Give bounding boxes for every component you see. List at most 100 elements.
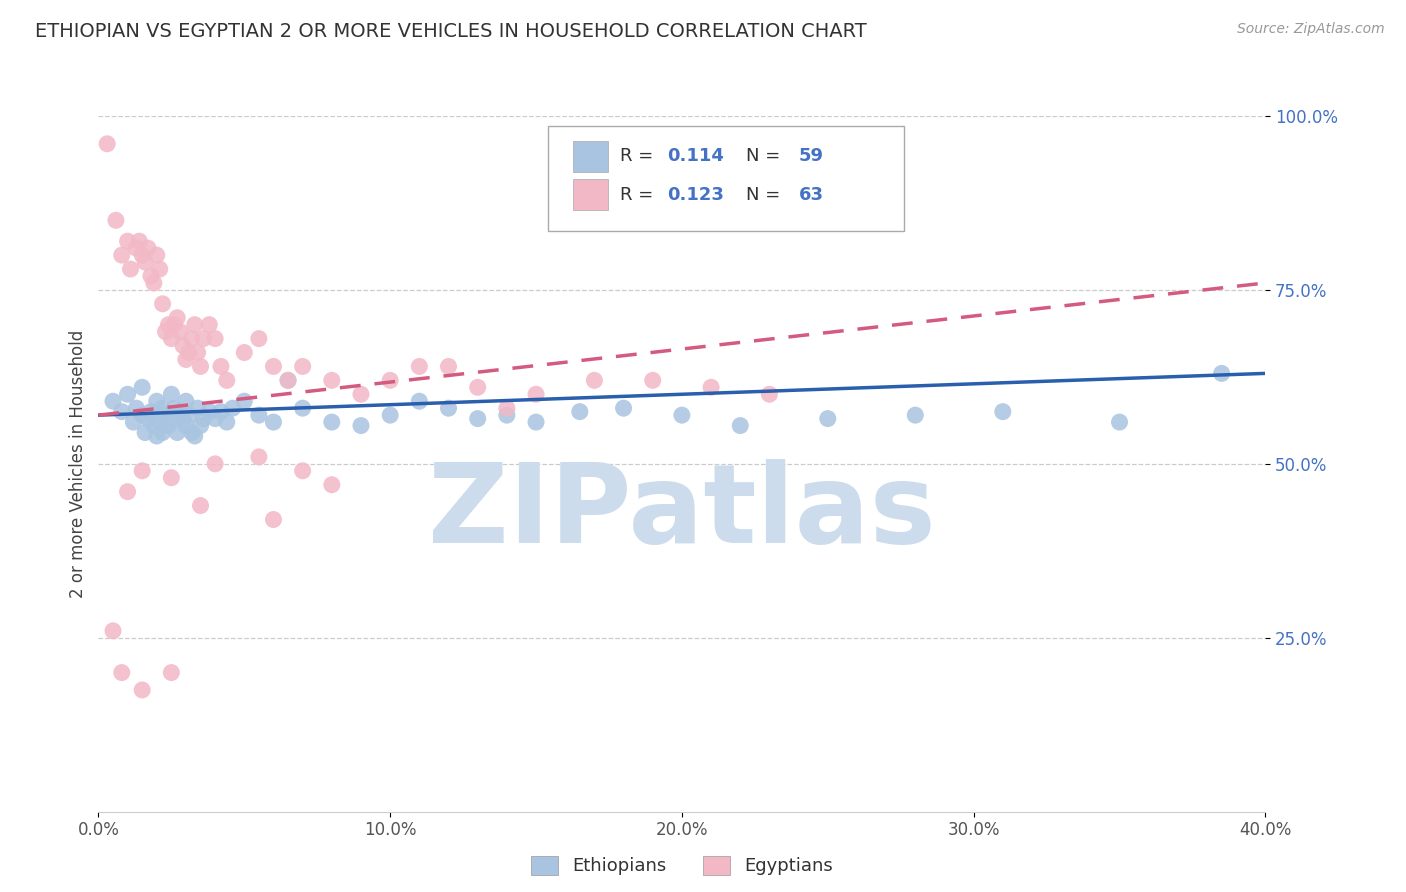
Point [671, 408, 693, 422]
Point [467, 411, 489, 425]
Point [758, 387, 780, 401]
Point [166, 310, 188, 325]
Point [321, 415, 343, 429]
Point [160, 665, 183, 680]
Point [131, 248, 153, 262]
Point [136, 411, 159, 425]
Point [277, 373, 299, 387]
Point [169, 405, 191, 419]
Point [904, 408, 927, 422]
Point [991, 405, 1014, 419]
Point [215, 373, 238, 387]
Point [142, 418, 165, 433]
Point [193, 411, 215, 425]
Point [155, 408, 177, 422]
Point [187, 401, 209, 416]
Point [160, 471, 183, 485]
Point [180, 332, 202, 346]
Point [247, 408, 270, 422]
Point [495, 408, 517, 422]
Point [163, 318, 186, 332]
Point [157, 318, 180, 332]
Point [96, 136, 118, 151]
Point [198, 318, 221, 332]
Point [134, 425, 156, 440]
Point [139, 405, 162, 419]
Point [172, 411, 194, 425]
Point [262, 415, 284, 429]
Point [190, 359, 212, 374]
Text: N =: N = [747, 186, 786, 203]
Point [321, 373, 343, 387]
Bar [574, 179, 609, 210]
Point [204, 332, 226, 346]
Point [524, 387, 547, 401]
Point [101, 624, 124, 638]
Point [125, 241, 148, 255]
Point [437, 401, 460, 416]
Point [291, 401, 314, 416]
Point [152, 401, 174, 416]
Point [128, 234, 150, 248]
Point [495, 401, 517, 416]
Point [160, 411, 183, 425]
Text: R =: R = [620, 186, 659, 203]
Point [291, 464, 314, 478]
Bar [574, 141, 609, 171]
Text: 0.114: 0.114 [666, 147, 724, 165]
Point [101, 394, 124, 409]
Point [142, 276, 165, 290]
Point [437, 359, 460, 374]
Point [221, 401, 243, 416]
Point [136, 241, 159, 255]
Point [160, 332, 183, 346]
Point [1108, 415, 1130, 429]
Point [120, 262, 142, 277]
Point [209, 405, 232, 419]
Point [350, 387, 373, 401]
Point [157, 418, 180, 433]
Text: N =: N = [747, 147, 786, 165]
Point [111, 665, 134, 680]
Point [174, 352, 197, 367]
Point [177, 345, 200, 359]
Point [104, 213, 127, 227]
Point [149, 262, 172, 277]
Point [152, 425, 174, 440]
Point [149, 415, 172, 429]
Point [378, 408, 402, 422]
Point [190, 499, 212, 513]
Point [247, 332, 270, 346]
Point [174, 394, 197, 409]
Point [117, 484, 139, 499]
Point [131, 408, 153, 422]
Point [408, 394, 430, 409]
Point [291, 359, 314, 374]
Point [139, 268, 162, 283]
Y-axis label: 2 or more Vehicles in Household: 2 or more Vehicles in Household [69, 330, 87, 598]
Text: R =: R = [620, 147, 659, 165]
Point [215, 415, 238, 429]
Point [233, 345, 256, 359]
Point [233, 394, 256, 409]
Text: ZIPatlas: ZIPatlas [427, 459, 936, 566]
Point [612, 401, 634, 416]
Point [111, 405, 134, 419]
Point [174, 418, 197, 433]
Point [262, 512, 284, 526]
Point [172, 338, 194, 352]
Point [146, 429, 169, 443]
Text: 63: 63 [799, 186, 824, 203]
Point [131, 464, 153, 478]
Point [122, 415, 145, 429]
Point [817, 411, 839, 425]
Point [166, 425, 188, 440]
Legend: Ethiopians, Egyptians: Ethiopians, Egyptians [523, 849, 841, 883]
Point [125, 401, 148, 416]
Point [177, 408, 200, 422]
Point [198, 405, 221, 419]
Point [131, 683, 153, 698]
Point [728, 418, 751, 433]
Point [209, 359, 232, 374]
Point [277, 373, 299, 387]
